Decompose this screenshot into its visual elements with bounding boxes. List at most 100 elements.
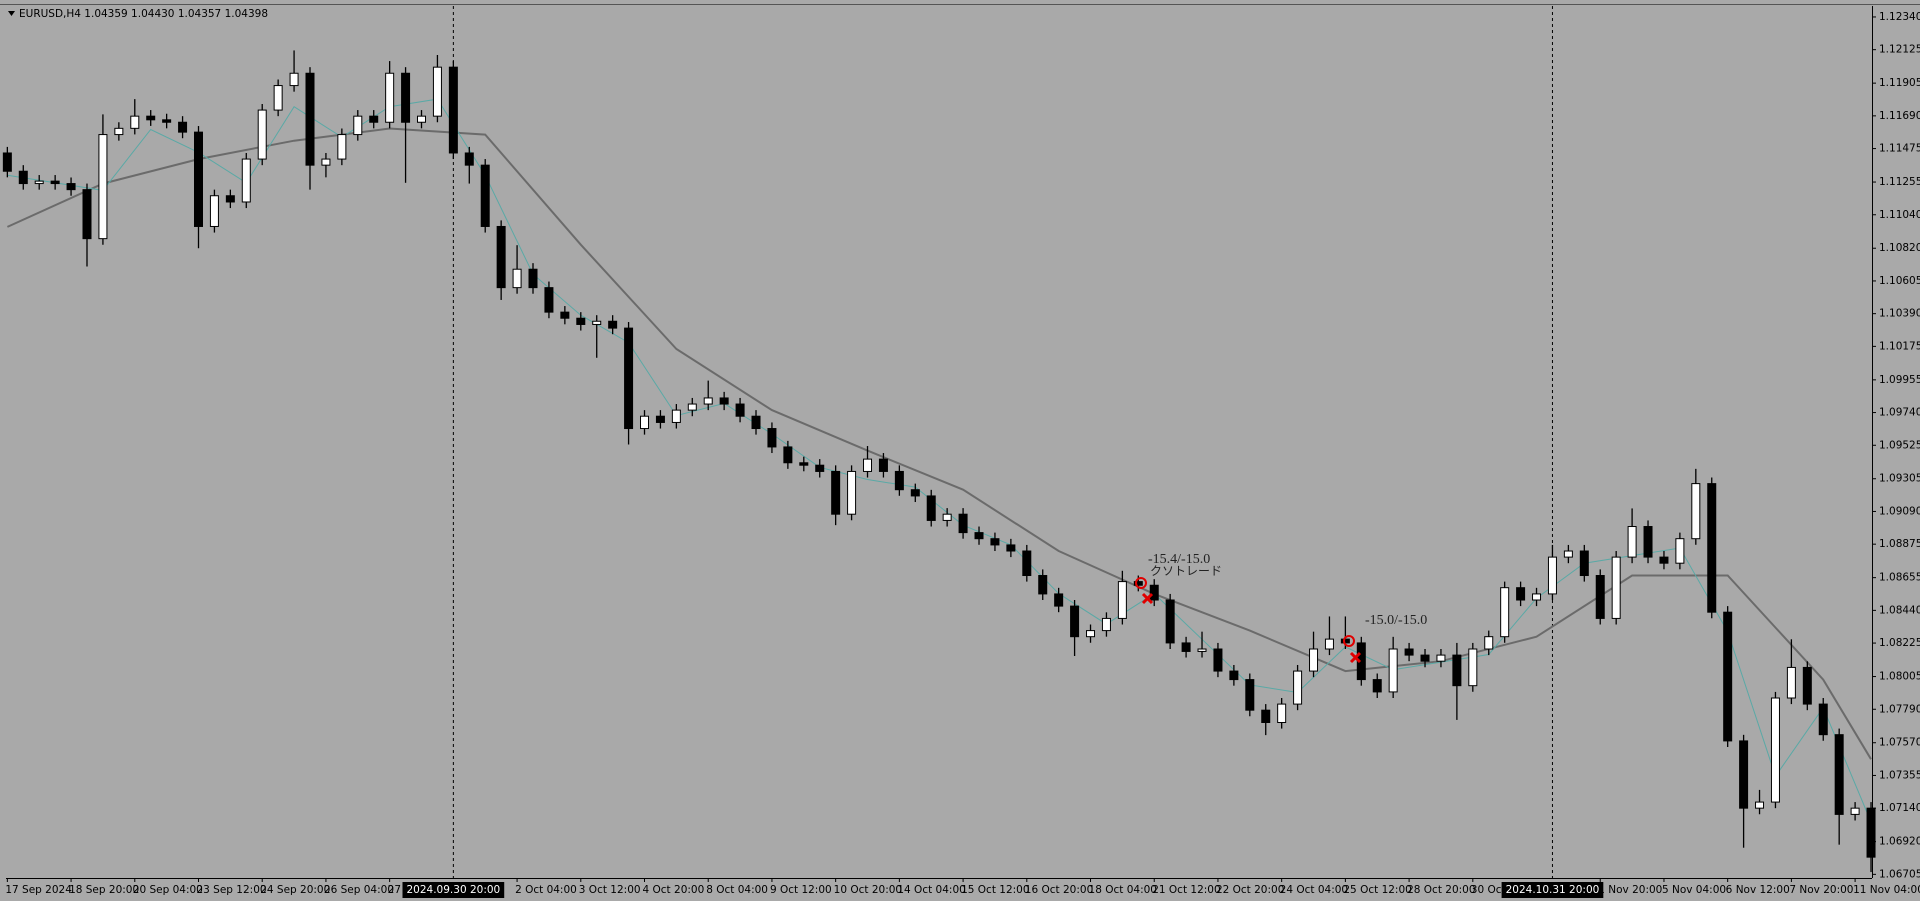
x-tick-label: 18 Oct 04:00 (1089, 884, 1157, 896)
candle-body (273, 85, 283, 111)
y-tick-label: 1.12340 (1879, 11, 1920, 23)
y-tick-label: 1.10820 (1879, 242, 1920, 254)
y-tick-label: 1.11040 (1879, 209, 1920, 221)
x-tick-label: 18 Sep 20:00 (69, 884, 139, 896)
candle-body (719, 397, 729, 405)
y-tick-label: 1.08005 (1879, 671, 1920, 683)
candle-body (847, 470, 857, 515)
y-tick-label: 1.10175 (1879, 340, 1920, 352)
y-tick-label: 1.09955 (1879, 374, 1920, 386)
y-tick-label: 1.07355 (1879, 769, 1920, 781)
x-tick-label: 21 Oct 12:00 (1152, 884, 1220, 896)
candle-body (178, 121, 188, 133)
y-tick-label: 1.07140 (1879, 802, 1920, 814)
annotation: クソトレード (1150, 564, 1222, 578)
chart-title: EURUSD,H4 1.04359 1.04430 1.04357 1.0439… (19, 8, 268, 20)
candle-body (1500, 587, 1510, 638)
candle-body (1484, 636, 1494, 650)
entry-marker (1135, 577, 1147, 589)
y-tick-label: 1.08655 (1879, 572, 1920, 584)
candle-body (1691, 483, 1701, 540)
candle-body (958, 513, 968, 534)
candle-body (1707, 483, 1717, 613)
candle-body (353, 115, 363, 136)
y-tick-label: 1.10390 (1879, 308, 1920, 320)
trade-markers (1135, 577, 1362, 664)
candle-body (50, 180, 60, 185)
candle-body (1181, 642, 1191, 652)
menu-triangle[interactable] (8, 11, 15, 16)
candle-body (1802, 666, 1812, 705)
candle-body (942, 513, 952, 521)
x-tick-label: 24 Oct 04:00 (1280, 884, 1348, 896)
candle-body (130, 115, 140, 129)
y-tick-label: 1.09525 (1879, 439, 1920, 451)
y-tick-label: 1.12125 (1879, 44, 1920, 56)
candle-body (990, 538, 1000, 546)
candle-body (1133, 581, 1143, 586)
candle-body (608, 320, 618, 329)
y-tick-label: 1.08875 (1879, 538, 1920, 550)
y-tick-label: 1.07790 (1879, 703, 1920, 715)
x-tick-label: 16 Oct 20:00 (1025, 884, 1093, 896)
x-tick-label: 24 Sep 20:00 (260, 884, 330, 896)
candle-body (1293, 670, 1303, 705)
candle-body (878, 458, 888, 472)
y-tick-label: 1.08225 (1879, 637, 1920, 649)
x-tick-label: 22 Oct 20:00 (1216, 884, 1284, 896)
x-tick-label: 10 Oct 20:00 (834, 884, 902, 896)
candle-body (1213, 648, 1223, 672)
separator-label-bg (1501, 882, 1604, 898)
candle-body (1532, 593, 1542, 601)
candle-body (289, 72, 299, 87)
candle-body (18, 170, 28, 185)
candle-body (560, 311, 570, 319)
candle-body (512, 268, 522, 289)
candle-body (1866, 807, 1876, 858)
candle-body (624, 327, 634, 430)
candle-body (671, 409, 681, 423)
candle-body (321, 158, 331, 166)
candle-body (544, 287, 554, 313)
candle-body (1117, 581, 1127, 619)
candle-body (1611, 556, 1621, 619)
x-tick-label: 11 Nov 04:00 (1853, 884, 1920, 896)
candle-body (369, 115, 379, 123)
candle-body (1755, 801, 1765, 809)
candle-body (1054, 593, 1064, 607)
exit-marker (1141, 592, 1154, 605)
candle-body (528, 268, 538, 289)
candle-body (448, 66, 458, 154)
candle-body (735, 403, 745, 417)
y-tick-label: 1.11475 (1879, 143, 1920, 155)
candle-body (34, 180, 44, 185)
candle-body (751, 415, 761, 430)
candle-body (1770, 697, 1780, 803)
candle-body (401, 72, 411, 123)
y-tick-label: 1.11905 (1879, 77, 1920, 89)
candle-body (1372, 679, 1382, 693)
y-tick-label: 1.07570 (1879, 737, 1920, 749)
candle-body (480, 164, 490, 227)
candle-body (1723, 611, 1733, 742)
candle-body (146, 115, 156, 121)
candle-body (305, 72, 315, 166)
candle-body (1340, 638, 1350, 644)
candle-body (1595, 575, 1605, 619)
y-tick-label: 1.09305 (1879, 473, 1920, 485)
candle-body (241, 158, 251, 203)
candle-body (592, 320, 602, 325)
candle-body (655, 415, 665, 423)
candle-body (225, 195, 235, 203)
candle-body (1818, 703, 1828, 736)
candle-body (114, 127, 124, 136)
x-tick-label: 9 Oct 12:00 (770, 884, 832, 896)
candle-body (1229, 670, 1239, 681)
y-tick-label: 1.08440 (1879, 604, 1920, 616)
candle-body (1516, 587, 1526, 601)
candle-body (1420, 654, 1430, 662)
candle-body (926, 495, 936, 521)
candle-body (1643, 526, 1653, 558)
candle-body (703, 397, 713, 405)
